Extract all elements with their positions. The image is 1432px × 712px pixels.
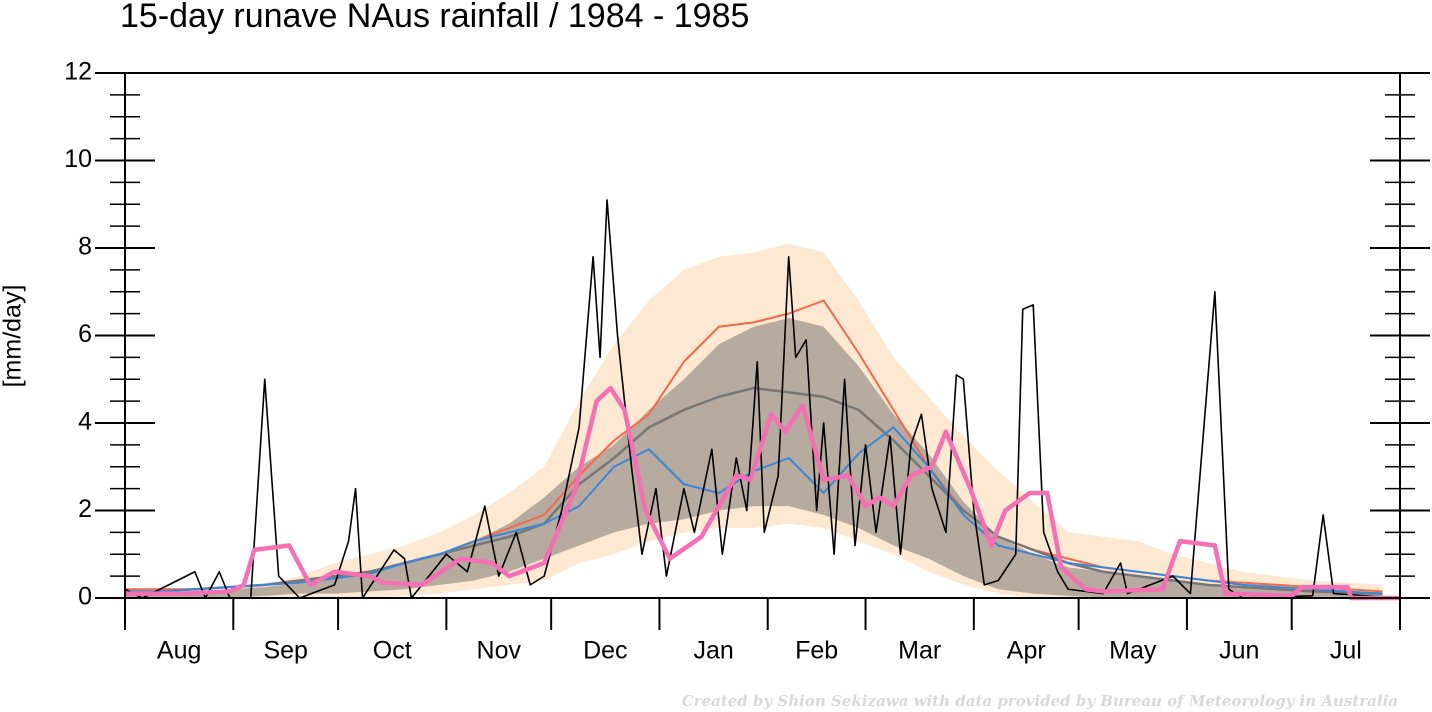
y-tick-label: 0 (78, 583, 92, 611)
y-tick-label: 2 (78, 495, 92, 523)
x-tick-label: Jun (1219, 637, 1259, 665)
x-tick-label: Aug (157, 637, 201, 665)
series-line (125, 385, 1400, 601)
x-tick-label: Sep (263, 637, 307, 665)
credit: Created by Shion Sekizawa with data prov… (682, 692, 1398, 710)
series-line (125, 386, 1383, 595)
band (125, 318, 1383, 598)
x-tick-label: Apr (1007, 637, 1046, 665)
x-tick-label: Mar (898, 637, 941, 665)
y-tick-label: 10 (64, 145, 92, 173)
x-tick-label: Jul (1330, 637, 1362, 665)
x-tick-label: May (1109, 637, 1157, 665)
y-tick-label: 8 (78, 233, 92, 261)
x-tick-label: Jan (693, 637, 733, 665)
y-tick-label: 6 (78, 320, 92, 348)
y-axis-label: [mm/day] (0, 285, 27, 388)
x-tick-label: Oct (373, 637, 412, 665)
x-tick-label: Dec (583, 637, 627, 665)
y-tick-label: 4 (78, 408, 92, 436)
x-tick-label: Nov (477, 637, 522, 665)
y-tick-label: 12 (64, 58, 92, 86)
chart-title: 15-day runave NAus rainfall / 1984 - 198… (120, 0, 749, 35)
x-tick-label: Feb (795, 637, 838, 665)
